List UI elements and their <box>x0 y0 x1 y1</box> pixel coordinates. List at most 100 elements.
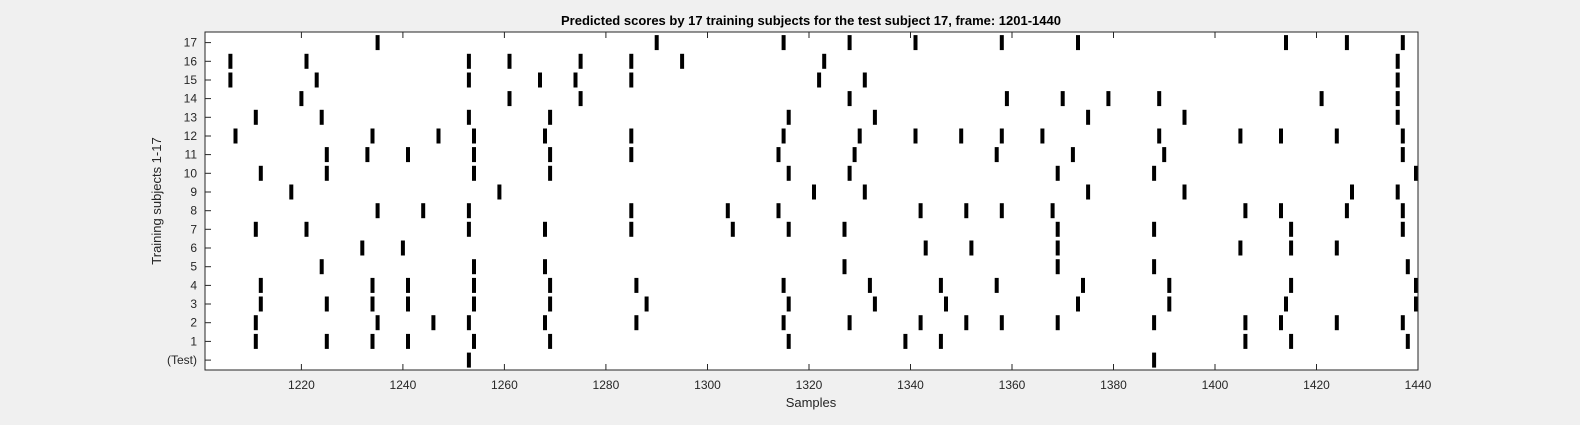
event-mark <box>634 315 639 331</box>
event-mark <box>324 333 329 349</box>
event-mark <box>375 35 380 51</box>
event-mark <box>375 203 380 219</box>
event-mark <box>812 184 816 200</box>
x-axis-ticks: 1220 1240 1260 1280 1300 1320 1340 1360 1380 1400… <box>288 32 1432 392</box>
event-mark <box>1400 315 1405 331</box>
event-mark <box>1414 277 1418 293</box>
event-mark <box>548 109 553 125</box>
event-mark <box>918 315 923 331</box>
y-tick-label: 5 <box>190 260 197 274</box>
event-mark <box>1334 315 1339 331</box>
x-axis-label: Samples <box>786 395 837 410</box>
event-mark <box>847 315 852 331</box>
y-tick-label: 2 <box>190 316 197 330</box>
event-mark <box>872 296 877 312</box>
event-mark <box>365 147 370 163</box>
x-tick-label: 1320 <box>796 378 823 392</box>
event-mark <box>1152 315 1157 331</box>
event-mark <box>324 147 329 163</box>
event-mark <box>1400 147 1405 163</box>
event-mark <box>857 128 862 144</box>
event-mark <box>548 333 553 349</box>
event-mark <box>1106 91 1111 107</box>
event-mark <box>629 147 634 163</box>
event-mark <box>1279 315 1283 331</box>
event-mark <box>370 296 375 312</box>
event-mark <box>1289 240 1294 256</box>
event-mark <box>258 277 263 293</box>
event-mark <box>1414 165 1418 181</box>
event-mark <box>913 35 918 51</box>
y-tick-label: 12 <box>184 129 198 143</box>
event-mark <box>786 109 791 125</box>
event-mark <box>867 277 872 293</box>
event-mark <box>634 277 639 293</box>
event-mark <box>472 259 476 275</box>
event-mark <box>1243 203 1248 219</box>
event-mark <box>1400 35 1405 51</box>
event-mark <box>258 296 263 312</box>
event-marks <box>228 35 1418 368</box>
event-mark <box>1334 128 1339 144</box>
event-mark <box>421 203 426 219</box>
event-mark <box>1055 315 1060 331</box>
event-mark <box>253 333 258 349</box>
event-mark <box>548 147 553 163</box>
event-mark <box>629 221 634 237</box>
event-mark <box>406 277 410 293</box>
event-mark <box>1162 147 1167 163</box>
event-mark <box>578 91 583 107</box>
event-mark <box>507 53 512 69</box>
event-mark <box>472 147 476 163</box>
event-mark <box>1395 53 1400 69</box>
event-mark <box>548 277 553 293</box>
event-mark <box>324 296 329 312</box>
event-mark <box>1076 296 1080 312</box>
event-mark <box>1182 109 1187 125</box>
event-mark <box>543 128 547 144</box>
event-mark <box>938 333 943 349</box>
event-mark <box>228 72 233 88</box>
event-mark <box>872 109 877 125</box>
y-tick-label: 16 <box>184 54 198 68</box>
event-mark <box>472 165 476 181</box>
event-mark <box>1289 333 1294 349</box>
event-mark <box>1081 277 1085 293</box>
event-mark <box>959 128 964 144</box>
event-mark <box>253 315 258 331</box>
event-mark <box>1152 165 1157 181</box>
event-mark <box>1055 259 1060 275</box>
event-mark <box>817 72 822 88</box>
event-mark <box>324 165 329 181</box>
event-mark <box>999 128 1004 144</box>
event-mark <box>1289 277 1294 293</box>
y-tick-label: 4 <box>190 278 197 292</box>
event-mark <box>431 315 436 331</box>
event-mark <box>644 296 649 312</box>
event-mark <box>1238 240 1243 256</box>
event-mark <box>1334 240 1339 256</box>
event-mark <box>289 184 294 200</box>
event-mark <box>1279 128 1283 144</box>
y-tick-label: 3 <box>190 297 197 311</box>
x-tick-label: 1340 <box>897 378 924 392</box>
event-mark <box>406 296 410 312</box>
x-tick-label: 1280 <box>593 378 620 392</box>
event-mark <box>969 240 974 256</box>
event-mark <box>842 259 847 275</box>
y-tick-label: 10 <box>184 166 198 180</box>
event-mark <box>781 128 786 144</box>
event-mark <box>497 184 502 200</box>
event-mark <box>1167 296 1172 312</box>
x-tick-label: 1440 <box>1405 378 1432 392</box>
event-mark <box>781 315 786 331</box>
event-mark <box>994 277 999 293</box>
event-mark <box>1319 91 1324 107</box>
event-mark <box>1152 259 1157 275</box>
event-mark <box>999 35 1004 51</box>
event-mark <box>847 35 852 51</box>
event-mark <box>1344 203 1349 219</box>
event-mark <box>1157 91 1162 107</box>
